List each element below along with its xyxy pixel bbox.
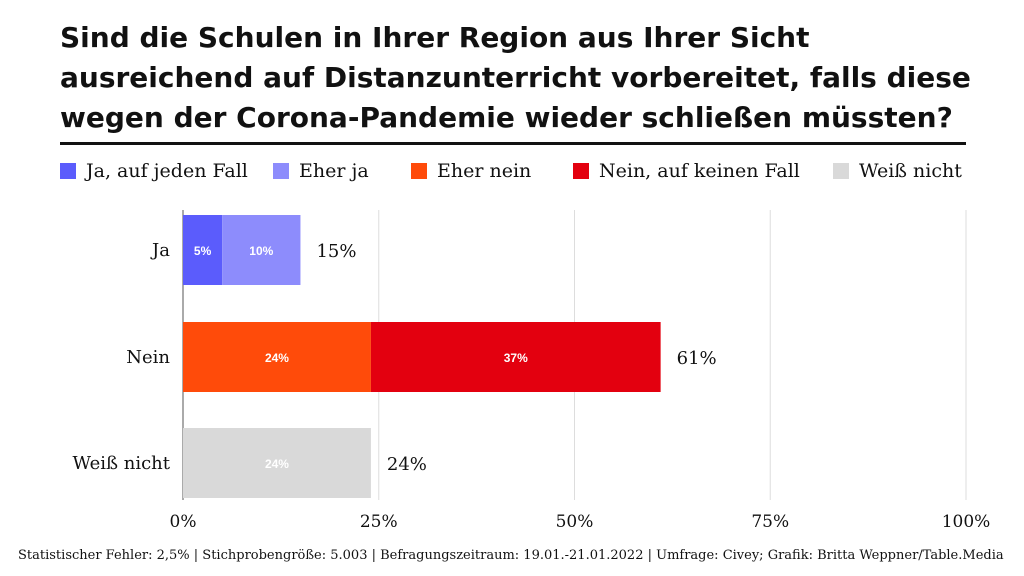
x-tick-label: 50%	[556, 512, 594, 532]
total-value-label: 15%	[316, 241, 356, 262]
legend-item-ja-auf-jeden-fall: Ja, auf jeden Fall	[60, 158, 248, 184]
x-tick-label: 0%	[170, 512, 197, 532]
legend-item-eher-nein: Eher nein	[411, 158, 531, 184]
x-tick-label: 75%	[751, 512, 789, 532]
bar-segment	[183, 215, 223, 285]
legend-swatch	[273, 163, 289, 179]
segment-value-label: 10%	[249, 244, 273, 258]
bar-segment	[222, 215, 301, 285]
legend-label: Nein, auf keinen Fall	[599, 160, 800, 182]
segment-value-label: 5%	[194, 244, 212, 258]
segment-value-label: 24%	[265, 457, 289, 471]
legend-item-weiss-nicht: Weiß nicht	[833, 158, 962, 184]
total-value-label: 61%	[677, 348, 717, 369]
legend-swatch	[573, 163, 589, 179]
category-label: Ja	[150, 240, 170, 261]
segment-value-label: 24%	[265, 351, 289, 365]
category-label: Nein	[126, 347, 170, 368]
x-tick-label: 100%	[942, 512, 991, 532]
legend-item-nein-auf-keinen-fall: Nein, auf keinen Fall	[573, 158, 800, 184]
category-label: Weiß nicht	[73, 453, 171, 474]
segment-value-label: 37%	[504, 351, 528, 365]
bar-segment	[183, 322, 371, 392]
chart-title: Sind die Schulen in Ihrer Region aus Ihr…	[60, 21, 971, 134]
bar-segment	[370, 322, 661, 392]
legend-item-eher-ja: Eher ja	[273, 158, 369, 184]
stacked-bar-chart: 0% 25% 50% 75% 100% Ja 5% 10% 15% Nein 24% 37% 61% We…	[73, 210, 991, 532]
source-footer: Statistischer Fehler: 2,5% | Stichproben…	[18, 548, 1004, 563]
legend-swatch	[833, 163, 849, 179]
legend-label: Eher ja	[299, 160, 369, 182]
legend-swatch	[60, 163, 76, 179]
x-tick-label: 25%	[360, 512, 398, 532]
legend: Ja, auf jeden Fall Eher ja Eher nein Nei…	[60, 158, 980, 184]
legend-label: Weiß nicht	[859, 160, 962, 182]
total-value-label: 24%	[387, 454, 427, 475]
title-divider	[60, 142, 966, 145]
legend-label: Eher nein	[437, 160, 532, 182]
bar-segment	[183, 428, 371, 498]
legend-label: Ja, auf jeden Fall	[86, 160, 248, 182]
legend-swatch	[411, 163, 427, 179]
